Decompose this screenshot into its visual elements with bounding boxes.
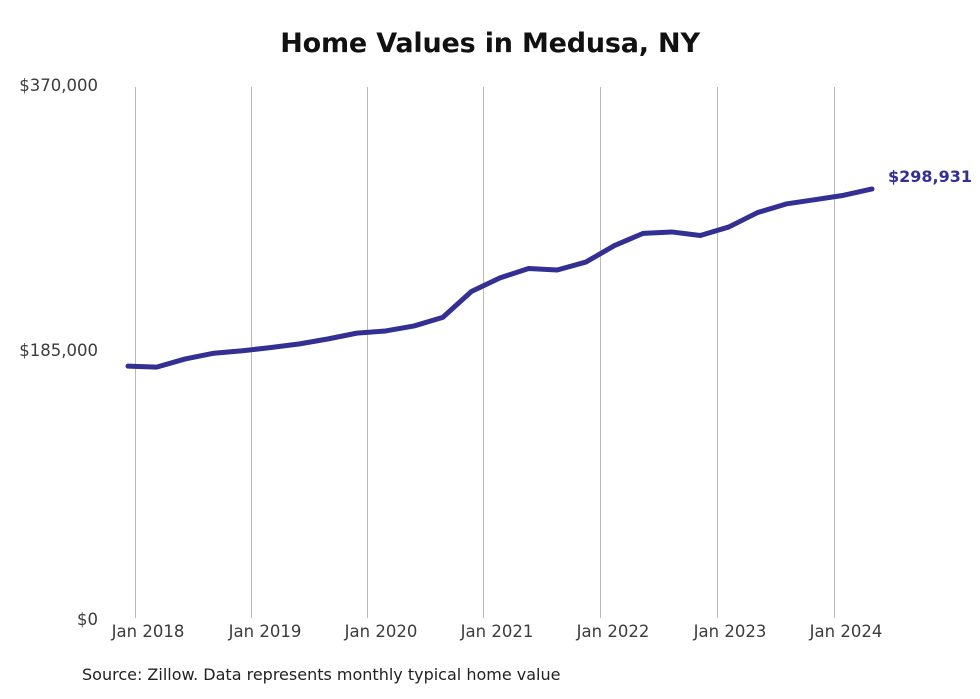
x-axis-tick-label-jan-2020: Jan 2020	[344, 622, 418, 641]
end-value-annotation: $298,931	[888, 167, 973, 186]
gridline-jan-2022	[600, 87, 601, 618]
gridline-jan-2023	[717, 87, 718, 618]
x-axis-tick-label-jan-2024: Jan 2024	[809, 622, 883, 641]
gridline-jan-2021	[483, 87, 484, 618]
y-axis-tick-label-top: $370,000	[19, 76, 98, 95]
y-axis-tick-label-bottom: $0	[77, 610, 98, 629]
page-title: Home Values in Medusa, NY	[280, 28, 700, 59]
gridline-jan-2018	[135, 87, 136, 618]
gridline-jan-2024	[834, 87, 835, 618]
source-note: Source: Zillow. Data represents monthly …	[82, 665, 561, 684]
y-axis-tick-label-mid: $185,000	[19, 341, 98, 360]
x-axis-tick-label-jan-2021: Jan 2021	[460, 622, 534, 641]
gridline-jan-2019	[251, 87, 252, 618]
line-series-typical-home-value	[125, 186, 875, 370]
x-axis-tick-label-jan-2023: Jan 2023	[693, 622, 767, 641]
x-axis-tick-label-jan-2022: Jan 2022	[576, 622, 650, 641]
gridline-jan-2020	[367, 87, 368, 618]
x-axis-tick-label-jan-2019: Jan 2019	[228, 622, 302, 641]
x-axis-tick-label-jan-2018: Jan 2018	[111, 622, 185, 641]
